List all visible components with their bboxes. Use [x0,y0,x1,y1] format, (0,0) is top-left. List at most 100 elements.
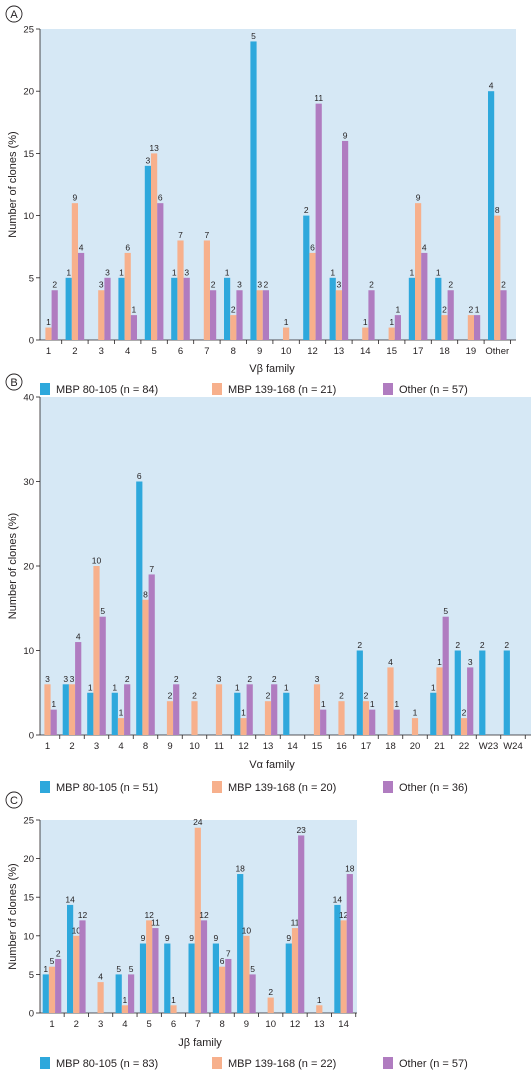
bar-a-s2-3 [104,277,111,340]
data-label: 3 [257,280,262,290]
bar-c-s2-4 [128,974,135,1013]
x-tick-label: 13 [334,346,345,357]
y-tick-label: 5 [29,970,34,981]
data-label: 2 [192,691,197,701]
x-tick-label: 6 [171,1019,176,1030]
y-tick-label: 10 [23,931,34,942]
x-tick-label: 9 [257,346,262,357]
bar-b-s2-22 [467,667,474,735]
data-label: 1 [66,267,71,277]
legend-label-s2: Other (n = 36) [399,782,468,794]
data-label: 1 [475,305,480,315]
y-axis-label: Number of clones (%) [7,513,19,619]
x-tick-label: 12 [290,1019,301,1030]
x-tick-label: 18 [385,741,396,752]
data-label: 9 [73,193,78,203]
legend-swatch-s2 [383,781,393,793]
data-label: 4 [79,242,84,252]
x-tick-label: 8 [219,1019,224,1030]
data-label: 1 [43,964,48,974]
data-label: 1 [410,267,415,277]
x-tick-label: 13 [263,741,274,752]
bar-b-s1-15 [313,684,321,735]
bar-a-s2-7 [210,290,217,340]
bar-c-s1-7 [194,827,201,1013]
data-label: 4 [98,972,103,982]
bar-a-s2-1 [51,290,58,340]
y-tick-label: 0 [29,1009,34,1020]
bar-b-s0-3 [87,692,94,735]
legend-swatch-s0 [40,781,50,793]
data-label: 24 [193,817,203,827]
bar-c-s1-14 [340,920,347,1013]
x-tick-label: W24 [503,741,523,752]
bar-a-s1-2 [71,203,78,340]
bar-c-s1-6 [170,1005,177,1013]
x-tick-label: 5 [147,1019,152,1030]
bar-a-s2-4 [130,315,137,340]
data-label: 7 [178,230,183,240]
data-label: 1 [112,682,117,692]
y-tick-label: 40 [23,393,34,404]
data-label: 2 [272,674,277,684]
x-tick-label: 10 [189,741,200,752]
data-label: 1 [88,682,93,692]
data-label: 3 [217,674,222,684]
panel-label-circle [5,373,23,391]
bar-b-s0-W24 [503,650,510,735]
bar-a-s1-18 [441,315,448,340]
bar-a-s2-5 [157,203,164,340]
data-label: 9 [165,933,170,943]
bar-c-s2-12 [298,835,305,1013]
data-label: 1 [51,699,56,709]
data-label: 23 [296,825,306,835]
panel-label-circle [5,5,23,23]
x-tick-label: 2 [72,346,77,357]
bar-b-s0-14 [283,692,290,735]
data-label: 10 [72,925,82,935]
data-label: 10 [242,925,252,935]
bar-a-s0-12 [303,215,310,340]
legend-swatch-s1 [212,1057,222,1069]
x-tick-label: 9 [167,741,172,752]
bar-b-s2-4 [124,684,131,735]
x-tick-label: 1 [46,346,51,357]
bar-b-s2-1 [50,709,57,735]
bar-b-s1-16 [338,701,345,735]
bar-b-s0-W23 [479,650,486,735]
data-label: 3 [337,280,342,290]
bar-b-s2-2 [75,642,82,735]
legend-label-s1: MBP 139-168 (n = 22) [228,1058,336,1070]
x-tick-label: 17 [413,346,424,357]
bar-a-s2-6 [183,277,190,340]
data-label: 1 [225,267,230,277]
data-label: 6 [137,471,142,481]
bar-c-s1-9 [243,935,250,1013]
x-tick-label: 14 [287,741,298,752]
y-tick-label: 15 [23,149,34,160]
data-label: 7 [205,230,210,240]
x-tick-label: 3 [99,346,104,357]
bar-b-s2-3 [99,616,106,735]
legend-swatch-s2 [383,383,393,395]
x-tick-label: 2 [74,1019,79,1030]
data-label: 18 [235,864,245,874]
bar-b-s2-17 [369,709,376,735]
x-tick-label: 10 [265,1019,276,1030]
y-tick-label: 30 [23,477,34,488]
data-label: 3 [315,674,320,684]
bar-c-s0-5 [139,943,147,1013]
data-label: 2 [364,691,369,701]
bar-a-s1-5 [151,153,158,340]
bar-a-s0-Other [488,91,495,340]
bar-c-s0-2 [67,904,74,1013]
bar-b-s0-4 [111,692,118,735]
x-tick-label: 3 [98,1019,103,1030]
bar-b-s2-13 [271,684,278,735]
data-label: 2 [339,691,344,701]
data-label: 2 [369,280,374,290]
data-label: 5 [116,964,121,974]
bar-c-s2-8 [225,958,232,1013]
data-label: 2 [52,280,57,290]
legend-label-s1: MBP 139-168 (n = 20) [228,782,336,794]
